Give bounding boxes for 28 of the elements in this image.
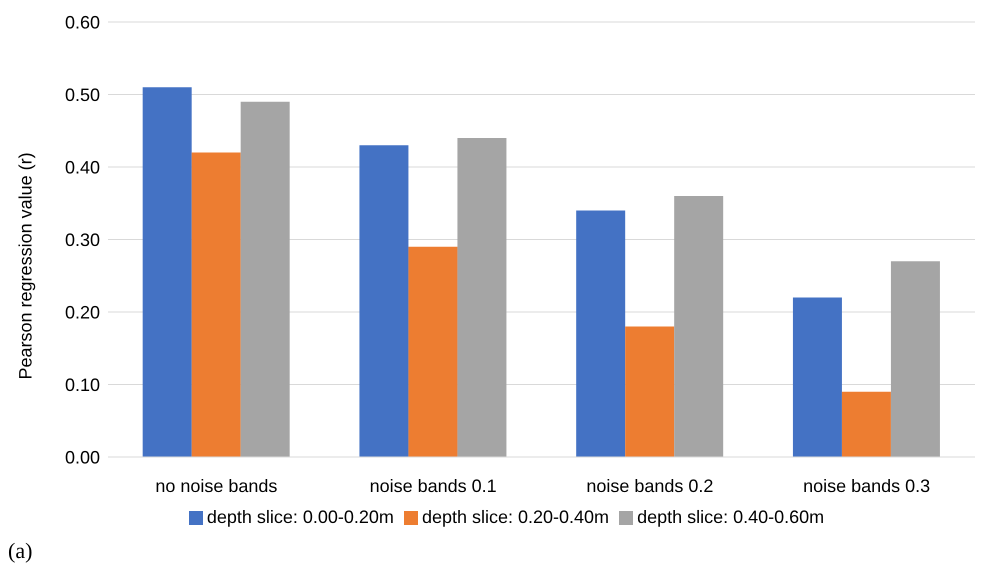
bar (457, 138, 506, 457)
legend-label: depth slice: 0.40-0.60m (637, 507, 824, 527)
bar (408, 246, 458, 457)
y-axis-title: Pearson regression value (r) (15, 152, 36, 380)
bar (674, 196, 724, 457)
bar (192, 152, 241, 457)
bar (240, 102, 290, 457)
y-tick-label: 0.50 (64, 84, 100, 105)
y-tick-label: 0.00 (64, 447, 100, 468)
x-tick-label: noise bands 0.3 (803, 476, 930, 496)
bar (625, 326, 674, 457)
legend-label: depth slice: 0.20-0.40m (422, 507, 610, 527)
bar (792, 298, 842, 457)
x-tick-label: no noise bands (155, 476, 278, 496)
bar (842, 392, 891, 457)
bar (359, 145, 408, 457)
y-tick-label: 0.30 (64, 230, 100, 250)
text: (a) (8, 538, 32, 564)
x-tick-label: noise bands 0.2 (586, 476, 714, 496)
legend-label: depth slice: 0.00-0.20m (206, 507, 394, 527)
bar (142, 87, 192, 457)
y-tick-label: 0.20 (64, 302, 100, 322)
y-tick-label: 0.60 (64, 12, 100, 32)
x-tick-label: noise bands 0.1 (370, 476, 497, 496)
y-tick-label: 0.40 (64, 157, 100, 178)
y-tick-label: 0.10 (64, 374, 100, 395)
bar (890, 261, 940, 457)
bar (576, 210, 626, 457)
